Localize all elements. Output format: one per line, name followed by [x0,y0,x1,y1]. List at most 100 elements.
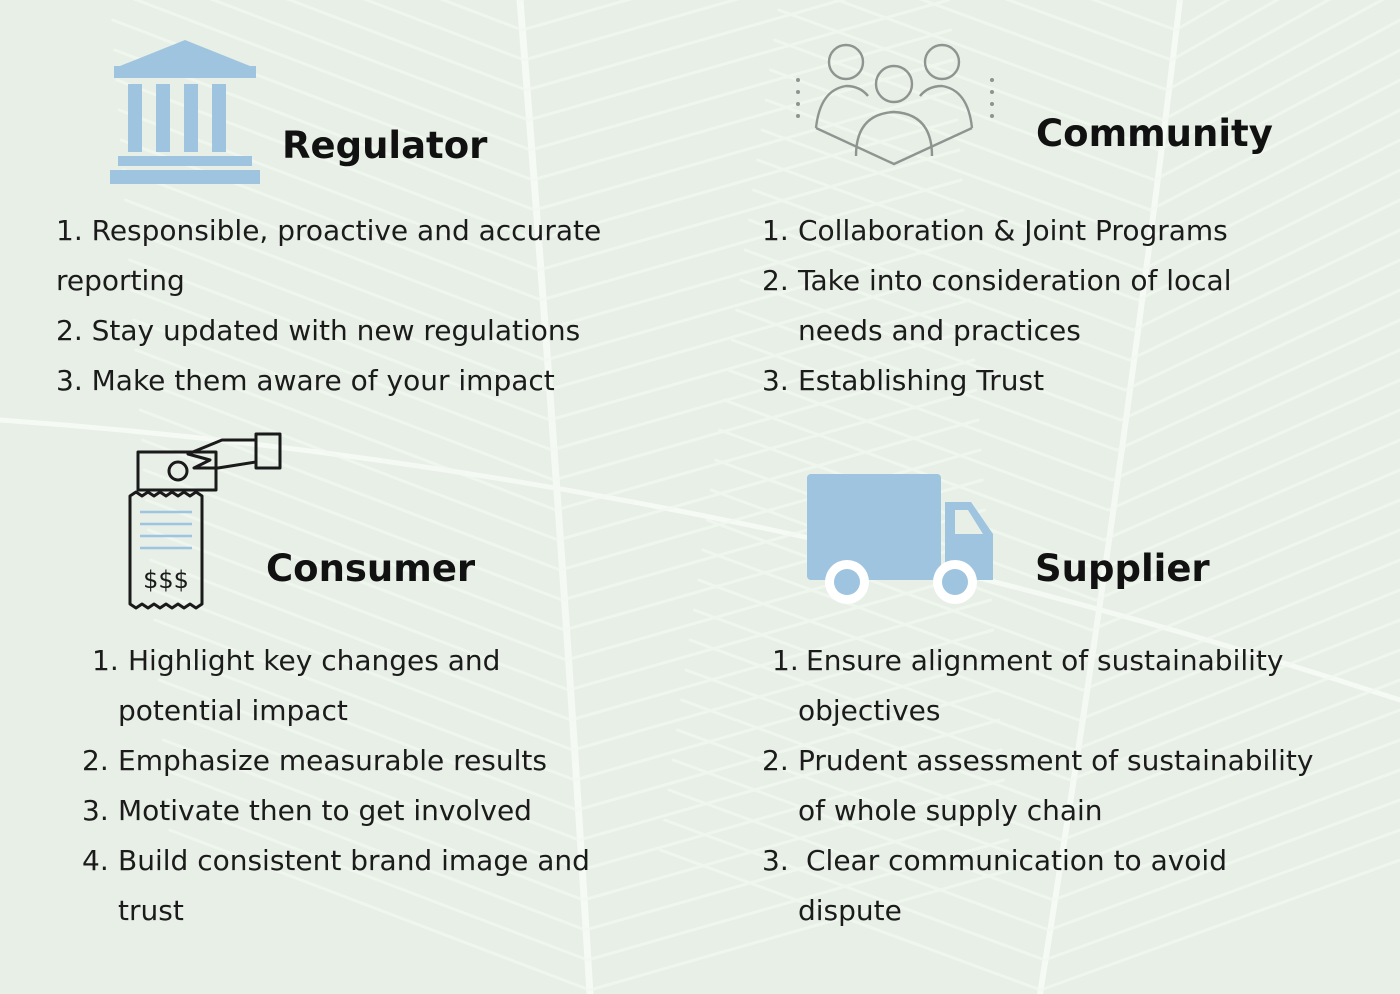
regulator-item-1: 1. Responsible, proactive and accurate r… [56,206,601,306]
palm-leaflet [1106,378,1400,512]
item-number: 3. [56,364,83,397]
community-list: 1. Collaboration & Joint Programs 2. Tak… [762,206,1232,406]
palm-leaflet [571,628,995,752]
item-number: 3. [82,794,109,827]
palm-leaflet [157,678,581,842]
palm-leaflet [1136,168,1400,302]
palm-leaflet [573,658,997,782]
palm-leaflet [833,0,1165,122]
palm-leaflet [1089,498,1400,632]
palm-leaflet [166,798,590,962]
item-number: 2. [82,744,109,777]
palm-leaflet [1170,0,1281,62]
delivery-truck-icon [807,474,993,604]
palm-leaflet [1157,18,1400,152]
palm-leaflet [541,208,965,332]
palm-leaflet [520,0,633,32]
palm-leaflet [535,118,959,242]
palm-leaflet [529,28,953,152]
consumer-heading: Consumer [266,547,476,590]
palm-leaflet [1051,768,1400,902]
item-text: Prudent assessment of sustainability [798,744,1314,777]
palm-leaflet [132,318,556,482]
palm-leaflet [773,38,1157,182]
consumer-list: 1. Highlight key changes and potential i… [82,636,590,936]
palm-leaflet [123,198,547,362]
regulator-item-2: 2. Stay updated with new regulations [56,306,601,356]
item-text: Establishing Trust [798,364,1045,397]
palm-leaflet [667,788,1051,932]
receipt-currency-text: $$$ [143,566,189,594]
palm-leaflet [1148,78,1400,212]
palm-leaflet [675,728,1059,872]
palm-leaflet [701,548,1085,692]
palm-leaflet [1043,828,1400,962]
item-text: Collaboration & Joint Programs [798,214,1228,247]
palm-leaflet [579,748,1003,872]
community-item-2: 2. Take into consideration of local need… [762,256,1232,356]
palm-leaflet [777,8,1161,152]
regulator-list: 1. Responsible, proactive and accurate r… [56,206,601,406]
item-number: 3. [762,844,789,877]
people-group-icon [796,43,994,166]
palm-leaflet [1081,558,1400,692]
consumer-item-4: 4. Build consistent brand image and trus… [82,836,590,936]
supplier-item-3: 3. Clear communication to avoid dispute [762,836,1313,936]
palm-leaflet [1119,288,1400,422]
palm-leaflet [1115,318,1400,452]
palm-leaflet [537,148,961,272]
item-text-continued: of whole supply chain [798,794,1103,827]
palm-leaflet [1110,348,1400,482]
regulator-heading: Regulator [282,124,488,167]
palm-leaflet [128,258,552,422]
item-number: 2. [762,744,789,777]
palm-leaflet [1123,258,1400,392]
supplier-item-2: 2. Prudent assessment of sustainability … [762,736,1314,836]
palm-leaflet [705,518,1089,662]
palm-leaflet [159,708,583,872]
community-item-3: 3. Establishing Trust [762,356,1231,406]
consumer-item-1: 1. Highlight key changes and potential i… [92,636,590,736]
palm-leaflet [663,818,1047,962]
palm-leaflet [569,598,993,722]
item-text: Highlight key changes and [128,644,501,677]
item-text-continued: trust [118,894,184,927]
payment-receipt-icon: $$$ [128,432,282,610]
palm-leaflet [526,0,950,122]
item-number: 2. [762,264,789,297]
supplier-list: 1. Ensure alignment of sustainability ob… [762,636,1314,936]
palm-leaflet [697,578,1081,722]
palm-leaflet [1098,438,1400,572]
palm-leaflet [539,178,963,302]
palm-leaflet [144,498,568,662]
palm-leaflet [735,308,1119,452]
item-number: 1. [762,214,789,247]
palm-leaflet [1153,48,1400,182]
palm-leaflet [688,638,1072,782]
palm-leaflet [134,348,558,512]
palm-leaflet [209,0,530,122]
palm-leaflet [760,128,1144,272]
palm-leaflet [1140,138,1400,272]
palm-leaflet [680,698,1064,842]
palm-leaflet [1127,228,1400,362]
item-text: Ensure alignment of sustainability [806,644,1284,677]
palm-leaflet [522,0,740,62]
item-text: Take into consideration of local [798,264,1232,297]
palm-leaflet [545,268,969,392]
supplier-heading: Supplier [1035,547,1210,590]
palm-leaflet [362,0,526,62]
palm-leaflet [1060,708,1400,842]
palm-leaflet [756,158,1140,302]
government-building-icon [110,40,260,184]
consumer-item-2: 2. Emphasize measurable results [82,736,590,786]
palm-leaflet [747,218,1131,362]
item-text-continued: potential impact [118,694,348,727]
item-text-continued: objectives [798,694,941,727]
palm-leaflet [1064,678,1400,812]
item-number: 3. [762,364,789,397]
supplier-item-1: 1. Ensure alignment of sustainability ob… [772,636,1313,736]
item-text: Emphasize measurable results [118,744,547,777]
item-text: Clear communication to avoid [806,844,1227,877]
